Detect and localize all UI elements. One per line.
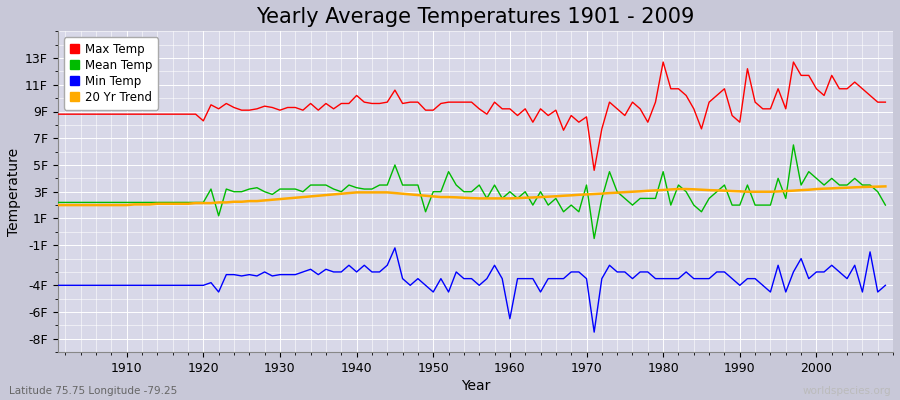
X-axis label: Year: Year [461, 379, 491, 393]
Text: Latitude 75.75 Longitude -79.25: Latitude 75.75 Longitude -79.25 [9, 386, 177, 396]
Text: worldspecies.org: worldspecies.org [803, 386, 891, 396]
Title: Yearly Average Temperatures 1901 - 2009: Yearly Average Temperatures 1901 - 2009 [256, 7, 695, 27]
Y-axis label: Temperature: Temperature [7, 148, 21, 236]
Legend: Max Temp, Mean Temp, Min Temp, 20 Yr Trend: Max Temp, Mean Temp, Min Temp, 20 Yr Tre… [64, 37, 158, 110]
